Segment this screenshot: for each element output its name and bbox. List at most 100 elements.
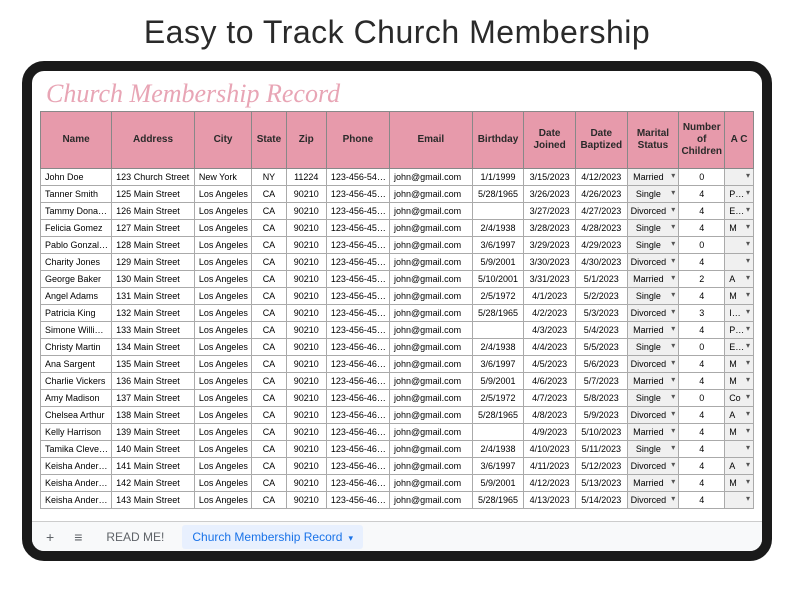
cell-email[interactable]: john@gmail.com [389, 203, 472, 220]
cell-birthday[interactable]: 2/4/1938 [472, 339, 524, 356]
cell-birthday[interactable]: 2/5/1972 [472, 288, 524, 305]
col-name[interactable]: Name [41, 112, 112, 169]
cell-children[interactable]: 4 [679, 458, 725, 475]
cell-joined[interactable]: 4/5/2023 [524, 356, 576, 373]
cell-name[interactable]: Christy Martin [41, 339, 112, 356]
cell-state[interactable]: CA [252, 322, 286, 339]
cell-joined[interactable]: 3/31/2023 [524, 271, 576, 288]
cell-extra[interactable]: Pre [725, 322, 754, 339]
cell-extra[interactable]: M [725, 356, 754, 373]
cell-name[interactable]: Felicia Gomez [41, 220, 112, 237]
cell-baptized[interactable]: 5/6/2023 [575, 356, 627, 373]
cell-baptized[interactable]: 5/5/2023 [575, 339, 627, 356]
cell-children[interactable]: 4 [679, 356, 725, 373]
cell-name[interactable]: Ana Sargent [41, 356, 112, 373]
cell-children[interactable]: 4 [679, 441, 725, 458]
cell-email[interactable]: john@gmail.com [389, 475, 472, 492]
tab-membership-record[interactable]: Church Membership Record [182, 525, 363, 549]
cell-joined[interactable]: 4/11/2023 [524, 458, 576, 475]
cell-joined[interactable]: 4/6/2023 [524, 373, 576, 390]
table-row[interactable]: George Baker130 Main StreetLos AngelesCA… [41, 271, 754, 288]
cell-email[interactable]: john@gmail.com [389, 169, 472, 186]
cell-marital[interactable]: Divorced [627, 407, 679, 424]
cell-joined[interactable]: 3/26/2023 [524, 186, 576, 203]
cell-name[interactable]: Chelsea Arthur [41, 407, 112, 424]
cell-joined[interactable]: 3/27/2023 [524, 203, 576, 220]
cell-phone[interactable]: 123-456-4603 [326, 390, 389, 407]
cell-state[interactable]: CA [252, 424, 286, 441]
table-row[interactable]: Felicia Gomez127 Main StreetLos AngelesC… [41, 220, 754, 237]
cell-state[interactable]: CA [252, 271, 286, 288]
cell-name[interactable]: Amy Madison [41, 390, 112, 407]
cell-baptized[interactable]: 5/1/2023 [575, 271, 627, 288]
cell-joined[interactable]: 4/2/2023 [524, 305, 576, 322]
cell-address[interactable]: 134 Main Street [112, 339, 195, 356]
cell-marital[interactable]: Divorced [627, 458, 679, 475]
col-zip[interactable]: Zip [286, 112, 326, 169]
cell-city[interactable]: Los Angeles [194, 458, 251, 475]
col-address[interactable]: Address [112, 112, 195, 169]
cell-zip[interactable]: 90210 [286, 441, 326, 458]
cell-zip[interactable]: 11224 [286, 169, 326, 186]
cell-children[interactable]: 4 [679, 407, 725, 424]
cell-extra[interactable] [725, 237, 754, 254]
cell-city[interactable]: Los Angeles [194, 390, 251, 407]
cell-birthday[interactable]: 5/28/1965 [472, 305, 524, 322]
cell-zip[interactable]: 90210 [286, 203, 326, 220]
cell-joined[interactable]: 4/8/2023 [524, 407, 576, 424]
cell-email[interactable]: john@gmail.com [389, 492, 472, 509]
table-row[interactable]: Ana Sargent135 Main StreetLos AngelesCA9… [41, 356, 754, 373]
cell-name[interactable]: Tamika Cleveland [41, 441, 112, 458]
cell-birthday[interactable] [472, 203, 524, 220]
col-date-joined[interactable]: Date Joined [524, 112, 576, 169]
cell-city[interactable]: Los Angeles [194, 339, 251, 356]
cell-baptized[interactable]: 5/9/2023 [575, 407, 627, 424]
cell-joined[interactable]: 4/1/2023 [524, 288, 576, 305]
cell-children[interactable]: 4 [679, 373, 725, 390]
cell-phone[interactable]: 123-456-4606 [326, 441, 389, 458]
cell-zip[interactable]: 90210 [286, 186, 326, 203]
cell-marital[interactable]: Married [627, 169, 679, 186]
cell-joined[interactable]: 3/29/2023 [524, 237, 576, 254]
cell-state[interactable]: CA [252, 492, 286, 509]
cell-children[interactable]: 0 [679, 390, 725, 407]
table-row[interactable]: Kelly Harrison139 Main StreetLos Angeles… [41, 424, 754, 441]
cell-zip[interactable]: 90210 [286, 339, 326, 356]
cell-zip[interactable]: 90210 [286, 356, 326, 373]
cell-extra[interactable] [725, 169, 754, 186]
cell-name[interactable]: John Doe [41, 169, 112, 186]
cell-marital[interactable]: Divorced [627, 305, 679, 322]
cell-baptized[interactable]: 5/11/2023 [575, 441, 627, 458]
cell-phone[interactable]: 123-456-4596 [326, 271, 389, 288]
cell-children[interactable]: 0 [679, 237, 725, 254]
cell-email[interactable]: john@gmail.com [389, 373, 472, 390]
table-row[interactable]: John Doe123 Church StreetNew YorkNY11224… [41, 169, 754, 186]
cell-city[interactable]: Los Angeles [194, 441, 251, 458]
col-city[interactable]: City [194, 112, 251, 169]
cell-baptized[interactable]: 5/4/2023 [575, 322, 627, 339]
cell-city[interactable]: New York [194, 169, 251, 186]
cell-state[interactable]: CA [252, 220, 286, 237]
table-row[interactable]: Keisha Anderson142 Main StreetLos Angele… [41, 475, 754, 492]
cell-city[interactable]: Los Angeles [194, 220, 251, 237]
table-row[interactable]: Charlie Vickers136 Main StreetLos Angele… [41, 373, 754, 390]
table-row[interactable]: Tamika Cleveland140 Main StreetLos Angel… [41, 441, 754, 458]
cell-extra[interactable]: A [725, 271, 754, 288]
col-date-baptized[interactable]: Date Baptized [575, 112, 627, 169]
cell-phone[interactable]: 123-456-4600 [326, 339, 389, 356]
cell-email[interactable]: john@gmail.com [389, 407, 472, 424]
cell-name[interactable]: Keisha Anderson [41, 458, 112, 475]
cell-zip[interactable]: 90210 [286, 305, 326, 322]
cell-extra[interactable] [725, 441, 754, 458]
cell-email[interactable]: john@gmail.com [389, 288, 472, 305]
cell-joined[interactable]: 4/10/2023 [524, 441, 576, 458]
col-state[interactable]: State [252, 112, 286, 169]
cell-zip[interactable]: 90210 [286, 407, 326, 424]
cell-city[interactable]: Los Angeles [194, 407, 251, 424]
cell-state[interactable]: CA [252, 305, 286, 322]
cell-city[interactable]: Los Angeles [194, 186, 251, 203]
cell-address[interactable]: 129 Main Street [112, 254, 195, 271]
cell-joined[interactable]: 3/28/2023 [524, 220, 576, 237]
cell-zip[interactable]: 90210 [286, 458, 326, 475]
cell-birthday[interactable] [472, 424, 524, 441]
